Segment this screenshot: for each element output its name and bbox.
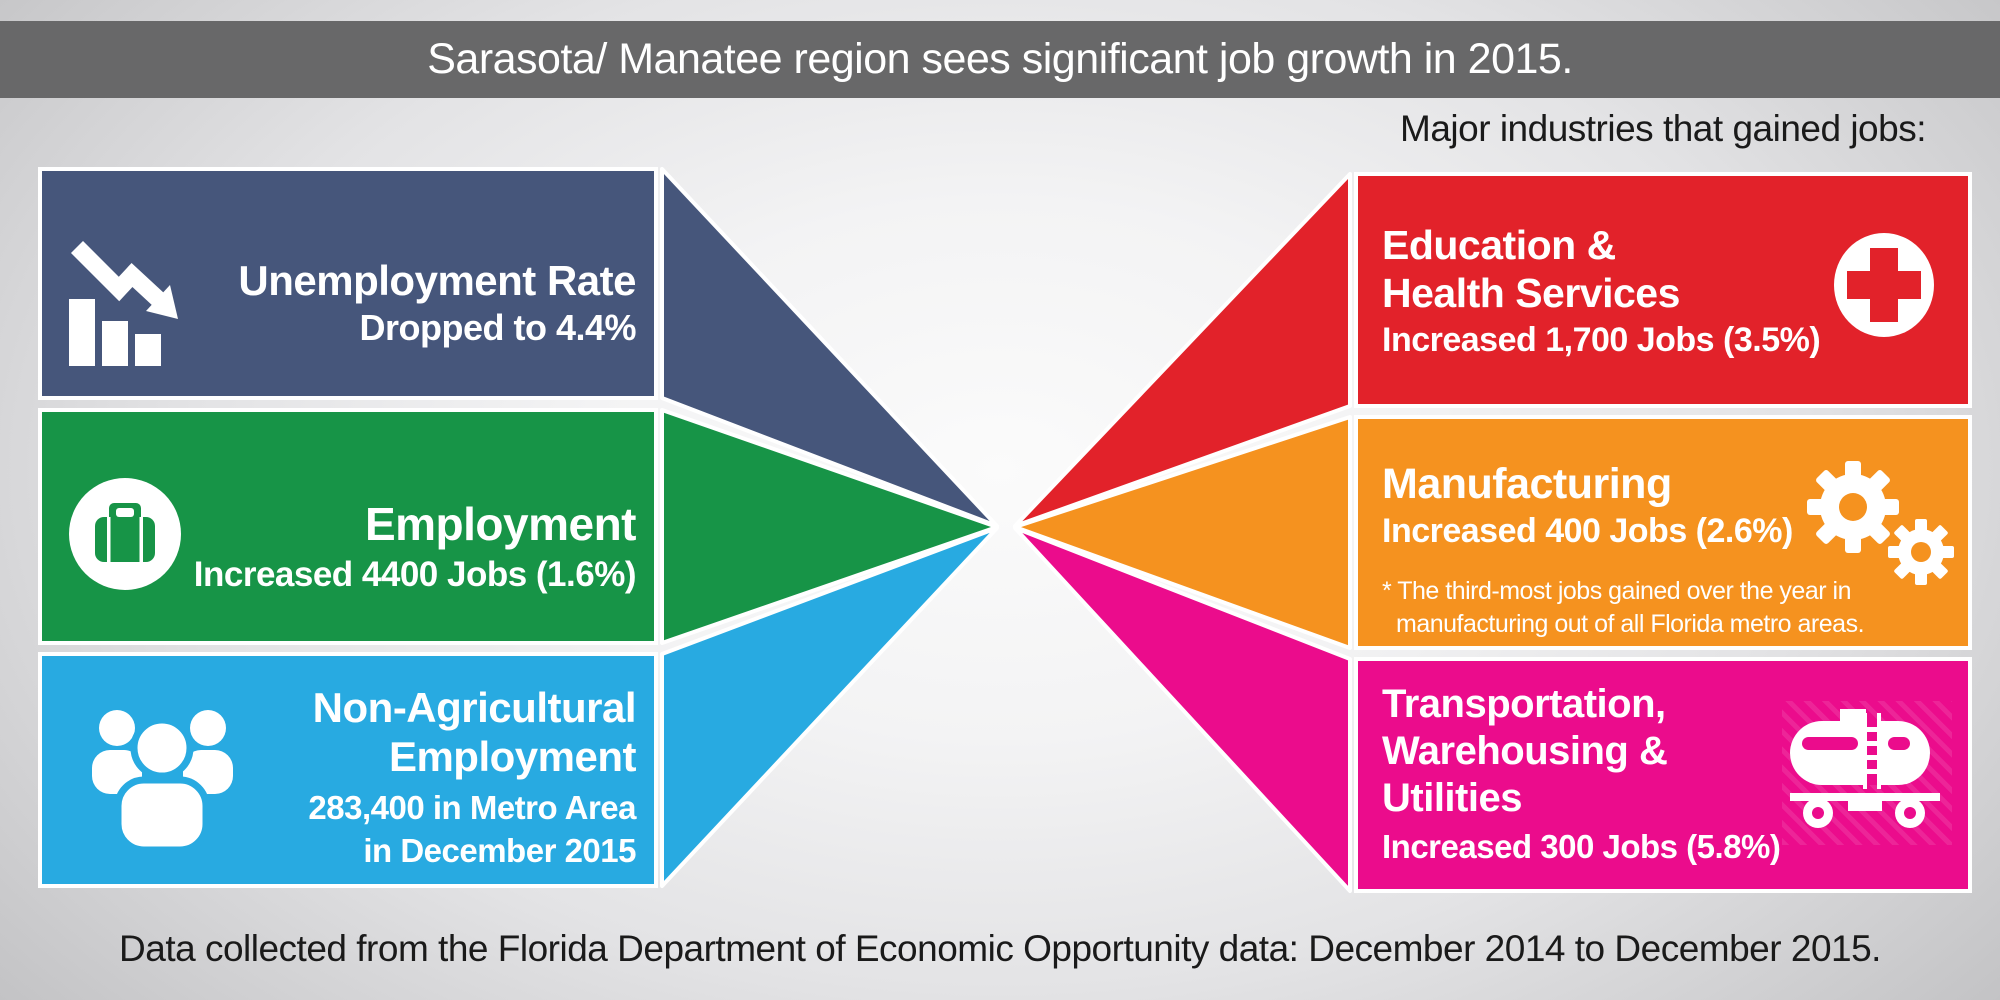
source-note: Data collected from the Florida Departme… bbox=[119, 928, 1881, 969]
block-title: Non-Agricultural bbox=[312, 683, 637, 731]
block-detail: Increased 1,700 Jobs (3.5%) bbox=[1382, 320, 1821, 359]
page-title: Sarasota/ Manatee region sees significan… bbox=[427, 35, 1573, 83]
block-title: Health Services bbox=[1382, 269, 1680, 316]
nonag-employment-text: Non-Agricultural Employment 283,400 in M… bbox=[42, 656, 654, 884]
block-detail: Increased 400 Jobs (2.6%) bbox=[1382, 512, 1793, 551]
unemployment-wedge bbox=[660, 167, 999, 528]
transportation-wedge bbox=[1013, 526, 1352, 893]
block-title: Manufacturing bbox=[1382, 459, 1672, 508]
right-column-heading: Major industries that gained jobs: bbox=[1400, 108, 1926, 149]
block-title: Employment bbox=[364, 497, 637, 550]
transportation-text: Transportation, Warehousing & Utilities … bbox=[1358, 661, 1968, 889]
nonag-employment-block: Non-Agricultural Employment 283,400 in M… bbox=[38, 652, 658, 888]
block-detail: Increased 4400 Jobs (1.6%) bbox=[193, 554, 637, 594]
block-title: Transportation, bbox=[1382, 682, 1666, 727]
block-title: Utilities bbox=[1382, 775, 1522, 820]
block-footnote: * The third-most jobs gained over the ye… bbox=[1382, 577, 1851, 606]
block-title: Unemployment Rate bbox=[238, 256, 636, 304]
medical-cross-icon bbox=[1834, 233, 1934, 337]
nonag-employment-wedge bbox=[660, 526, 999, 888]
transportation-block: Transportation, Warehousing & Utilities … bbox=[1354, 657, 1972, 893]
manufacturing-block: Manufacturing Increased 400 Jobs (2.6%) … bbox=[1354, 415, 1972, 650]
block-title: Employment bbox=[388, 733, 637, 781]
people-group-icon bbox=[84, 702, 241, 855]
unemployment-block: Unemployment Rate Dropped to 4.4% bbox=[38, 167, 658, 400]
education-health-wedge bbox=[1013, 172, 1352, 528]
block-title: Education & bbox=[1382, 221, 1616, 268]
title-bar: Sarasota/ Manatee region sees significan… bbox=[0, 21, 2000, 98]
manufacturing-wedge bbox=[1013, 415, 1352, 650]
block-footnote: manufacturing out of all Florida metro a… bbox=[1396, 609, 1865, 638]
block-detail: in December 2015 bbox=[363, 832, 636, 870]
tanker-truck-icon bbox=[1790, 709, 1940, 833]
briefcase-icon bbox=[69, 478, 181, 590]
block-title: Warehousing & bbox=[1382, 729, 1668, 774]
manufacturing-text: Manufacturing Increased 400 Jobs (2.6%) … bbox=[1358, 419, 1968, 646]
unemployment-text: Unemployment Rate Dropped to 4.4% bbox=[42, 171, 654, 396]
education-health-text: Education & Health Services Increased 1,… bbox=[1358, 176, 1968, 404]
employment-wedge bbox=[660, 408, 999, 645]
gears-icon bbox=[1805, 460, 1955, 586]
block-detail: 283,400 in Metro Area bbox=[308, 789, 636, 827]
employment-block: Employment Increased 4400 Jobs (1.6%) bbox=[38, 408, 658, 645]
education-health-block: Education & Health Services Increased 1,… bbox=[1354, 172, 1972, 408]
declining-bar-chart-icon bbox=[69, 240, 199, 366]
employment-text: Employment Increased 4400 Jobs (1.6%) bbox=[42, 412, 654, 641]
block-detail: Increased 300 Jobs (5.8%) bbox=[1382, 827, 1781, 865]
block-detail: Dropped to 4.4% bbox=[359, 306, 636, 348]
